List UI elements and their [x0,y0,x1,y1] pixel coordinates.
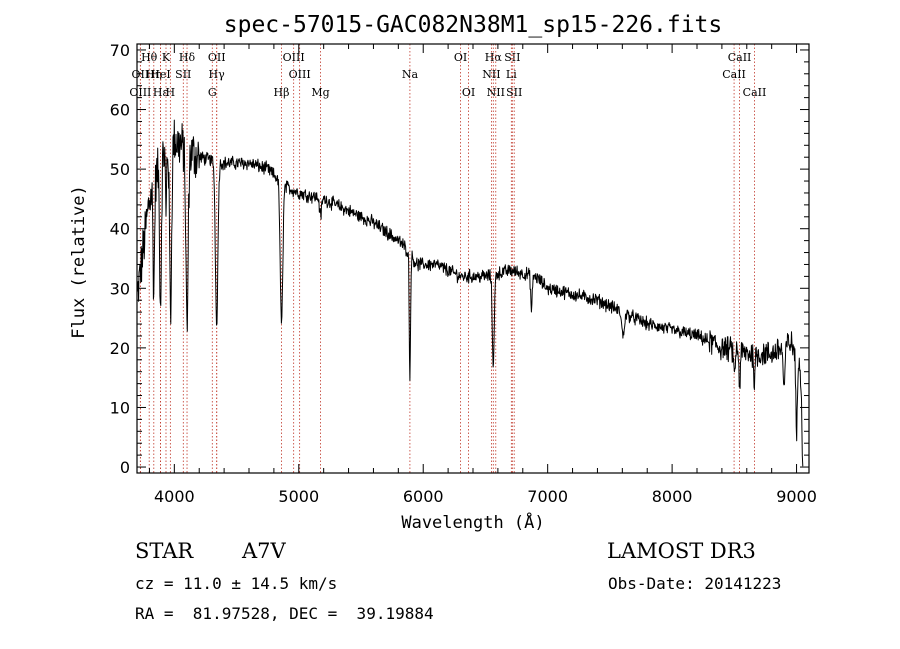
y-tick-label: 20 [110,339,130,358]
spectrum-series [136,119,804,467]
line-marker-label: SII [504,51,520,64]
plot-frame [136,43,810,474]
y-tick-label: 10 [110,398,130,417]
x-tick-label: 6000 [403,487,444,506]
line-marker-label: Hε [153,86,169,99]
x-tick-label: 7000 [527,487,568,506]
line-marker-label: Hθ [141,51,158,64]
line-marker-label: OII [132,68,150,81]
y-tick-label: 40 [110,220,130,239]
line-marker-label: Hβ [274,86,290,99]
coordinates-readout: RA = 81.97528, DEC = 39.19884 [135,604,434,623]
x-tick-label: 9000 [776,487,817,506]
line-marker-label: CaII [722,68,746,81]
observation-date: Obs-Date: 20141223 [608,574,782,593]
line-marker-label: Na [402,68,419,81]
y-tick-label: 70 [110,41,130,60]
survey-name: LAMOST DR3 [607,539,756,563]
x-axis: 4000 5000 6000 7000 8000 9000 [148,44,817,506]
line-marker-label: Hδ [179,51,196,64]
line-marker-label: Li [506,68,517,81]
x-tick-label: 5000 [278,487,319,506]
line-marker-label: CaII [743,86,767,99]
spectrum-line [136,119,804,467]
line-marker-label: OIII [129,86,151,99]
line-marker-label: HeI [150,68,170,81]
line-marker-label: CaII [728,51,752,64]
y-axis: 0 10 20 30 40 50 60 70 [110,41,809,477]
chart-title: spec-57015-GAC082N38M1_sp15-226.fits [224,12,723,38]
object-class: STAR [135,539,194,563]
line-marker-label: SII [175,68,191,81]
line-marker-label: Hη [146,68,162,81]
y-tick-label: 50 [110,160,130,179]
y-tick-label: 0 [120,458,130,477]
line-marker-label: SII [506,86,522,99]
line-marker-label: OI [462,86,475,99]
x-tick-label: 4000 [154,487,195,506]
line-marker-label: OII [208,51,226,64]
line-marker-label: G [208,86,217,99]
line-marker-label: K [162,51,171,64]
x-axis-label: Wavelength (Å) [401,511,544,533]
line-marker-label: Hα [485,51,503,64]
line-marker-label: Mg [311,86,329,99]
y-tick-label: 60 [110,101,130,120]
line-marker-label: OIII [283,51,305,64]
line-marker-label: OIII [289,68,311,81]
line-marker-label: NII [482,68,500,81]
object-subclass: A7V [242,539,286,563]
line-marker-label: H [166,86,176,99]
y-axis-label: Flux (relative) [69,185,89,339]
y-tick-label: 30 [110,279,130,298]
x-tick-label: 8000 [652,487,693,506]
line-marker-label: NII [487,86,505,99]
line-marker-label: Hγ [209,68,226,81]
line-marker-label: OI [454,51,467,64]
redshift-readout: cz = 11.0 ± 14.5 km/s [135,574,338,593]
